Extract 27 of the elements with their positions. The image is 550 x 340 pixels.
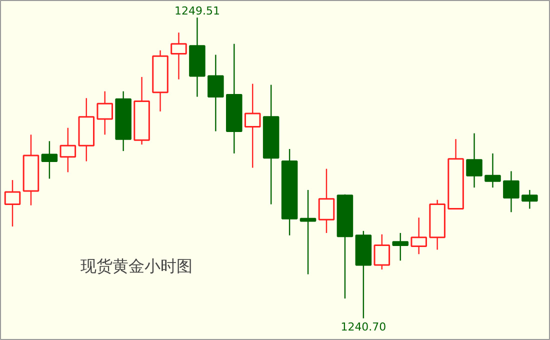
candlestick <box>96 90 113 136</box>
candlestick <box>4 179 21 228</box>
candlestick <box>189 16 206 98</box>
candlestick <box>78 98 95 162</box>
candlestick <box>262 84 280 205</box>
candlestick <box>152 50 168 112</box>
candlestick <box>226 43 242 154</box>
candlestick <box>484 152 501 188</box>
candlestick <box>41 140 58 180</box>
candlestick <box>466 132 482 188</box>
candlestick <box>318 168 335 234</box>
annotation: 1240.70 <box>340 320 386 334</box>
candlestick <box>208 54 224 132</box>
annotation: 1249.51 <box>174 4 220 18</box>
candlestick <box>134 76 150 146</box>
candlestick <box>503 170 520 213</box>
candlestick <box>281 148 298 236</box>
candlestick <box>60 127 76 173</box>
text: 现货黄金小时图 <box>80 256 192 276</box>
candlestick <box>522 189 538 210</box>
candlestick <box>300 189 316 275</box>
candlestick <box>22 134 40 206</box>
candlestick <box>429 199 446 250</box>
candlestick <box>170 32 187 80</box>
candlestick <box>115 90 132 152</box>
candlestick <box>244 83 261 168</box>
candlestick <box>410 217 427 255</box>
